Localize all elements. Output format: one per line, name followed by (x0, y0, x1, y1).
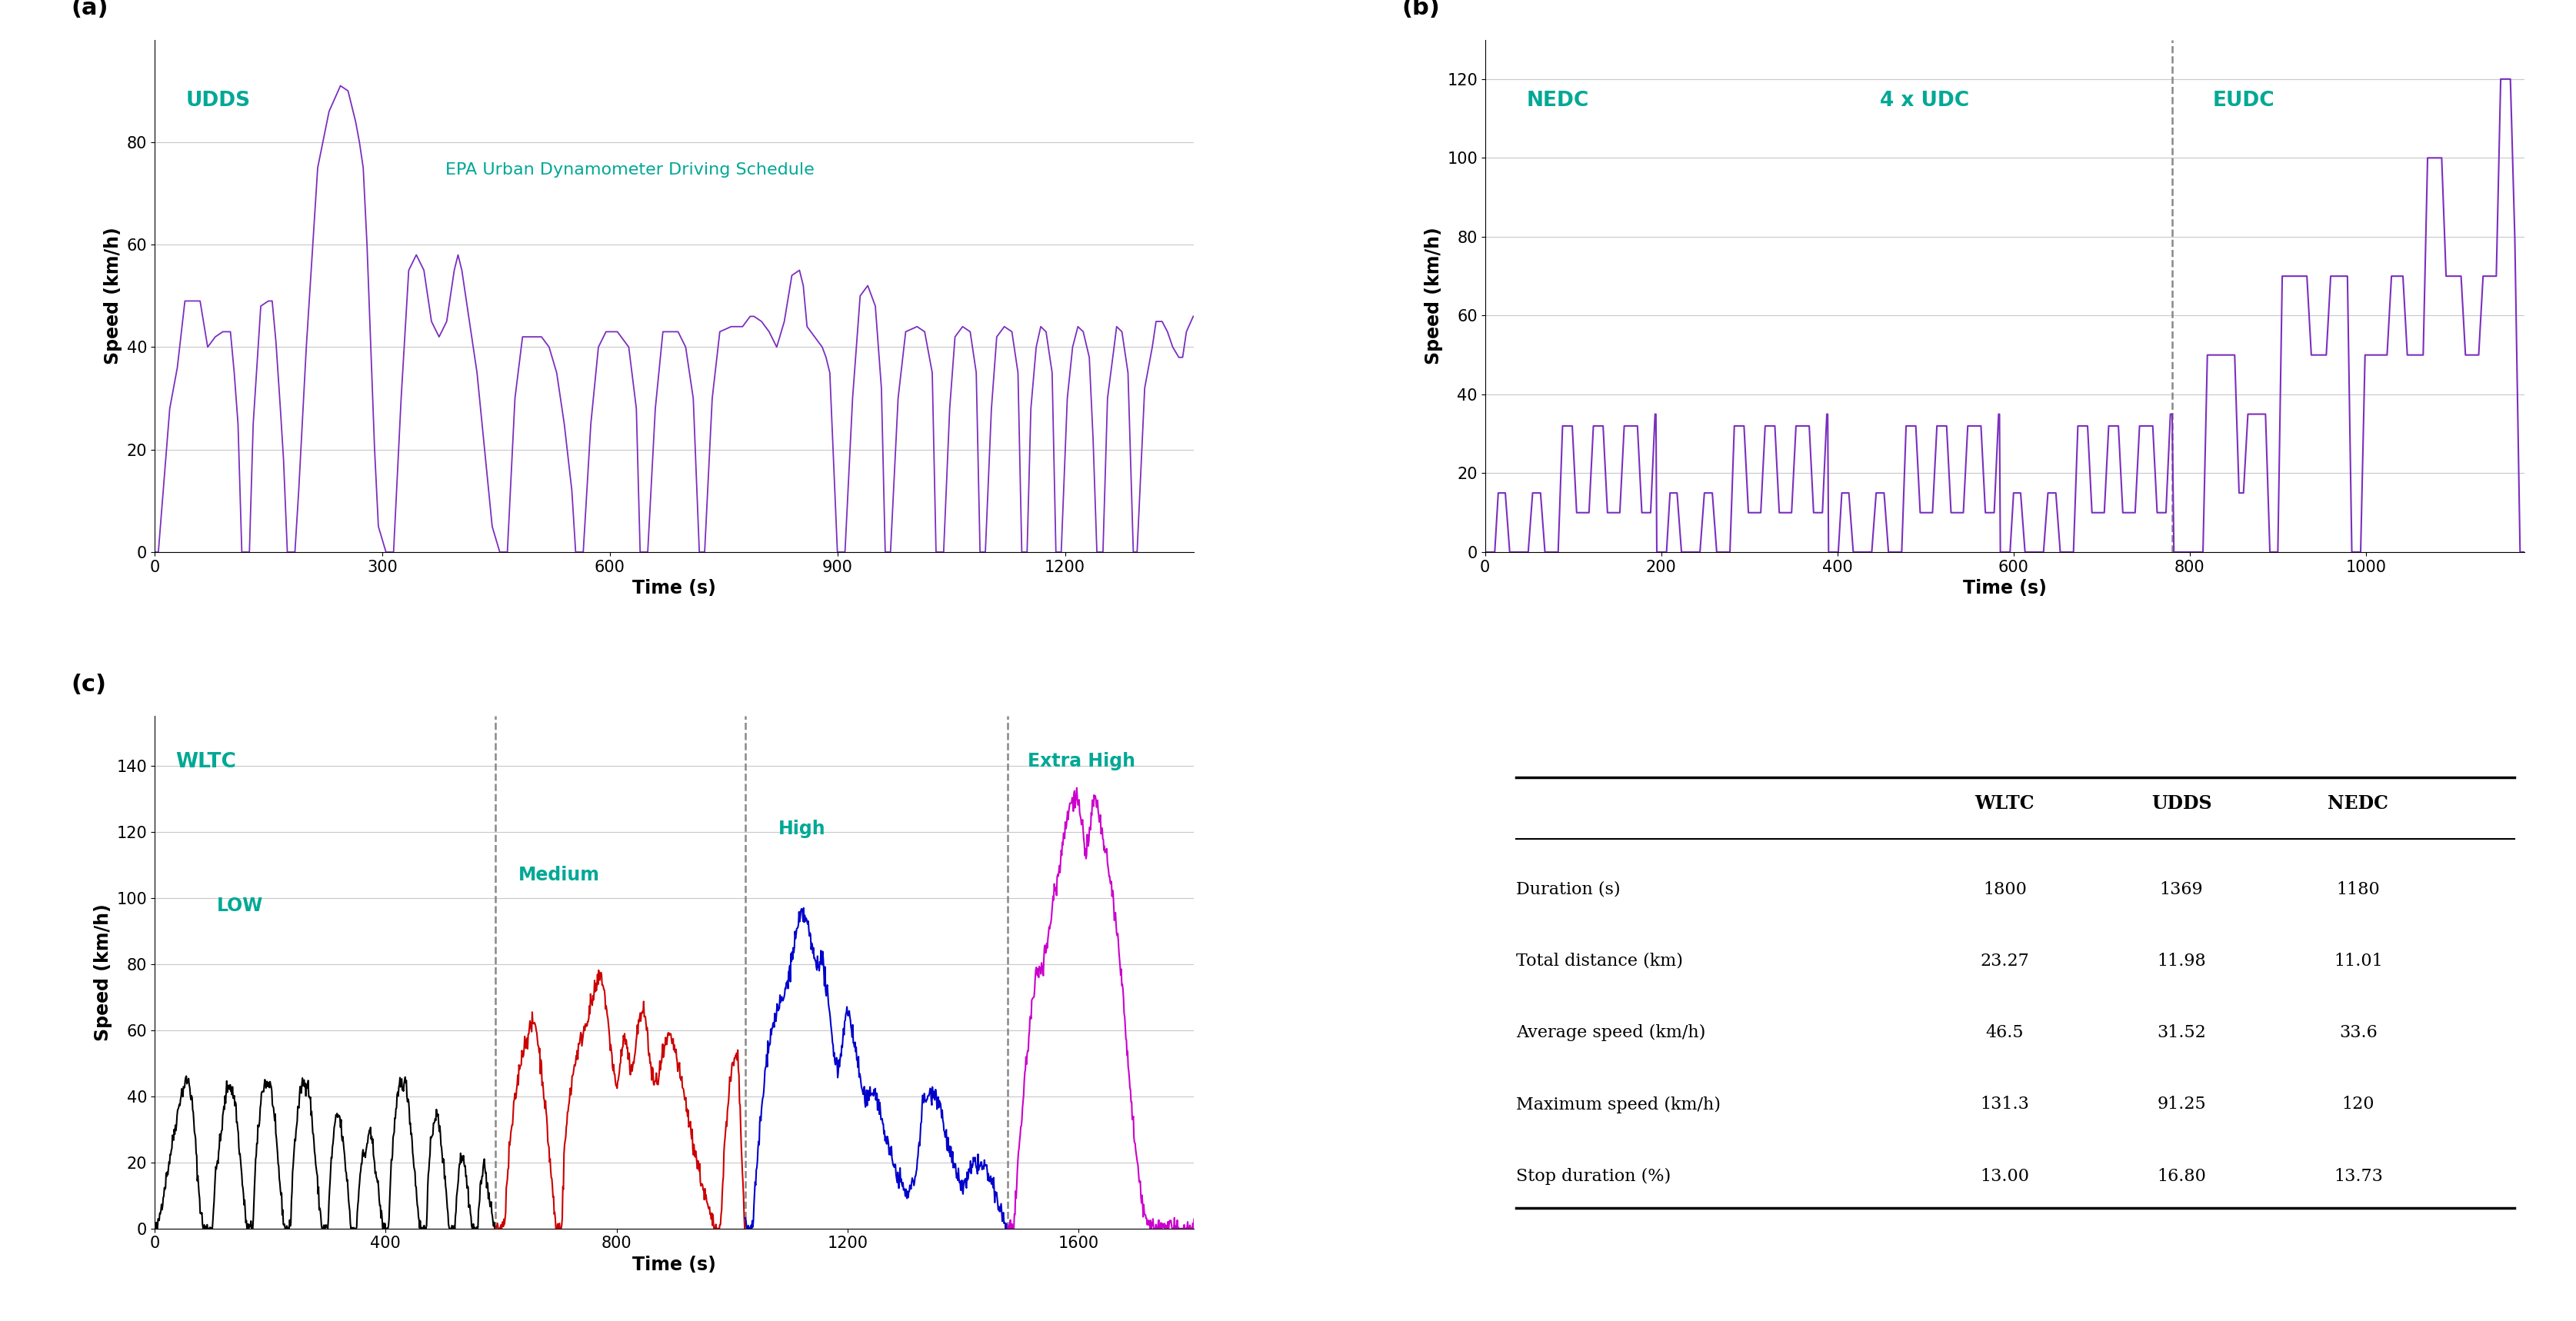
Text: LOW: LOW (216, 896, 263, 914)
Text: UDDS: UDDS (2151, 794, 2213, 812)
Text: EPA Urban Dynamometer Driving Schedule: EPA Urban Dynamometer Driving Schedule (446, 162, 814, 178)
Y-axis label: Speed (km/h): Speed (km/h) (103, 227, 121, 365)
Text: 31.52: 31.52 (2156, 1024, 2205, 1041)
Text: Medium: Medium (518, 865, 600, 884)
Text: Average speed (km/h): Average speed (km/h) (1517, 1024, 1705, 1041)
Text: 13.00: 13.00 (1981, 1168, 2030, 1185)
Text: (c): (c) (72, 674, 106, 696)
Text: EUDC: EUDC (2213, 91, 2275, 111)
Text: Stop duration (%): Stop duration (%) (1517, 1168, 1672, 1185)
Y-axis label: Speed (km/h): Speed (km/h) (1425, 227, 1443, 365)
X-axis label: Time (s): Time (s) (631, 1256, 716, 1275)
Text: 91.25: 91.25 (2156, 1096, 2205, 1114)
Text: Duration (s): Duration (s) (1517, 881, 1620, 898)
Text: 1180: 1180 (2336, 881, 2380, 898)
Text: 120: 120 (2342, 1096, 2375, 1114)
Text: 11.01: 11.01 (2334, 952, 2383, 970)
Text: 11.98: 11.98 (2156, 952, 2205, 970)
X-axis label: Time (s): Time (s) (631, 579, 716, 597)
Text: UDDS: UDDS (185, 91, 250, 111)
Text: 33.6: 33.6 (2339, 1024, 2378, 1041)
Text: (a): (a) (72, 0, 108, 18)
Text: Maximum speed (km/h): Maximum speed (km/h) (1517, 1096, 1721, 1114)
Text: (b): (b) (1401, 0, 1440, 18)
Text: WLTC: WLTC (1976, 794, 2035, 812)
Y-axis label: Speed (km/h): Speed (km/h) (93, 904, 113, 1041)
Text: NEDC: NEDC (1528, 91, 1589, 111)
Text: 4 x UDC: 4 x UDC (1880, 91, 1968, 111)
Text: High: High (778, 819, 827, 838)
Text: 23.27: 23.27 (1981, 952, 2030, 970)
Text: WLTC: WLTC (175, 752, 237, 771)
Text: 131.3: 131.3 (1981, 1096, 2030, 1114)
Text: NEDC: NEDC (2329, 794, 2388, 812)
Text: 1369: 1369 (2159, 881, 2202, 898)
Text: 1800: 1800 (1984, 881, 2027, 898)
Text: 13.73: 13.73 (2334, 1168, 2383, 1185)
Text: Total distance (km): Total distance (km) (1517, 952, 1682, 970)
Text: Extra High: Extra High (1028, 752, 1136, 770)
Text: 16.80: 16.80 (2156, 1168, 2205, 1185)
Text: 46.5: 46.5 (1986, 1024, 2025, 1041)
X-axis label: Time (s): Time (s) (1963, 579, 2048, 597)
